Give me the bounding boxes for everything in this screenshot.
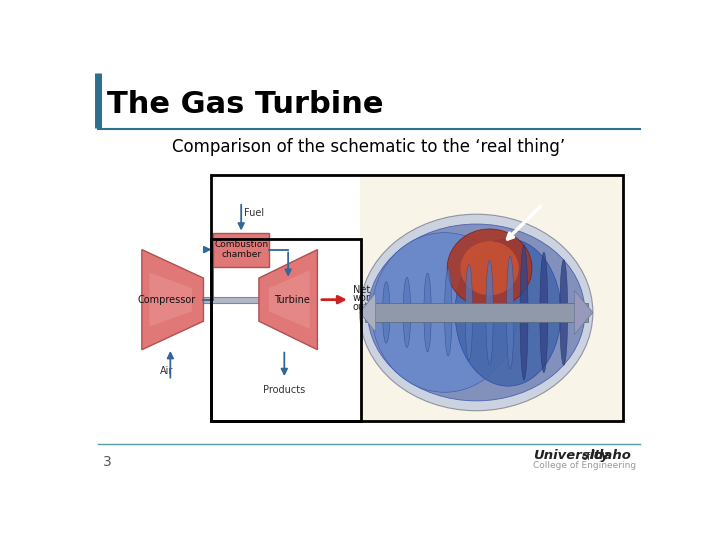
Ellipse shape [506,256,514,369]
Ellipse shape [368,224,585,401]
Bar [365,302,588,322]
Ellipse shape [465,265,472,360]
Ellipse shape [559,260,567,365]
Text: College of Engineering: College of Engineering [533,462,636,470]
Bar [204,296,259,303]
Polygon shape [575,291,593,335]
Text: of: of [582,453,591,462]
Text: Net: Net [353,285,370,295]
Polygon shape [142,249,204,350]
Polygon shape [269,271,310,329]
Ellipse shape [444,269,452,356]
Text: Turbine: Turbine [274,295,310,305]
Text: Air: Air [160,366,174,376]
Polygon shape [259,249,318,350]
Text: Combustion: Combustion [214,240,269,249]
Ellipse shape [486,260,493,364]
Text: work: work [353,293,377,303]
Text: out: out [353,302,369,312]
Ellipse shape [540,252,548,373]
Text: Idaho: Idaho [590,449,632,462]
Bar [213,233,269,267]
Text: Products: Products [264,385,305,395]
Ellipse shape [520,245,528,380]
Bar [211,239,361,421]
Polygon shape [360,293,376,332]
Bar [211,175,623,421]
Text: The Gas Turbine: The Gas Turbine [107,90,384,119]
Ellipse shape [382,282,390,343]
Text: Comparison of the schematic to the ‘real thing’: Comparison of the schematic to the ‘real… [172,138,566,156]
Text: Compressor: Compressor [138,295,196,305]
Ellipse shape [372,233,518,392]
Ellipse shape [403,278,410,347]
Text: University: University [533,449,609,462]
Ellipse shape [360,214,593,411]
Ellipse shape [460,241,518,295]
Ellipse shape [455,239,561,386]
Ellipse shape [424,273,431,352]
Ellipse shape [447,229,532,308]
Bar [360,175,625,421]
Polygon shape [150,273,192,327]
Text: 3: 3 [102,455,112,469]
Text: chamber: chamber [221,251,261,260]
Text: Fuel: Fuel [244,208,264,218]
